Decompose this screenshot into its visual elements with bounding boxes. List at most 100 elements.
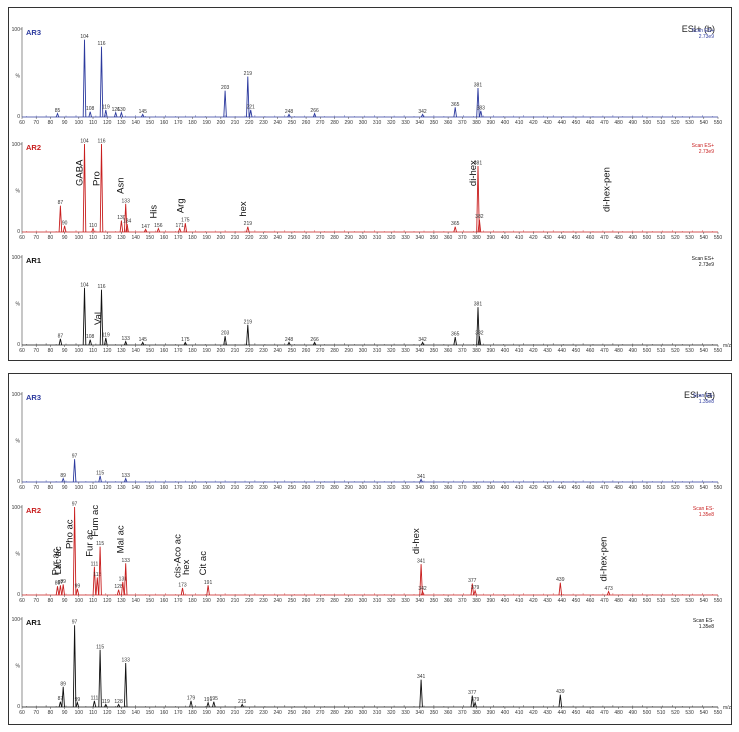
peak-381 xyxy=(476,307,480,346)
compound-label-hex: hex xyxy=(238,201,249,217)
x-tick-label-130: 130 xyxy=(117,120,126,126)
x-tick-label-510: 510 xyxy=(657,485,666,491)
peak-104 xyxy=(82,287,87,346)
peak-label-108: 108 xyxy=(86,334,95,340)
x-tick-label-60: 60 xyxy=(19,710,25,716)
peak-label-377: 377 xyxy=(468,690,477,696)
x-tick-label-370: 370 xyxy=(458,120,467,126)
x-tick-label-110: 110 xyxy=(89,598,97,604)
x-tick-label-170: 170 xyxy=(174,235,183,241)
peak-label-110: 110 xyxy=(89,223,97,229)
x-tick-label-210: 210 xyxy=(231,120,240,126)
x-tick-label-210: 210 xyxy=(231,235,240,241)
x-tick-label-420: 420 xyxy=(529,485,538,491)
x-tick-label-70: 70 xyxy=(33,710,39,716)
compound-label-arg: Arg xyxy=(175,198,186,213)
x-tick-label-120: 120 xyxy=(103,348,112,354)
x-tick-label-240: 240 xyxy=(274,485,283,491)
x-tick-label-290: 290 xyxy=(345,235,354,241)
x-tick-label-150: 150 xyxy=(146,120,155,126)
x-tick-label-490: 490 xyxy=(629,348,638,354)
peak-label-191: 191 xyxy=(204,580,213,586)
x-tick-label-90: 90 xyxy=(62,710,68,716)
scan-value: 1.35e8 xyxy=(699,512,715,518)
x-tick-label-540: 540 xyxy=(700,348,709,354)
x-tick-label-110: 110 xyxy=(89,710,97,716)
peak-label-85: 85 xyxy=(55,581,61,587)
x-tick-label-460: 460 xyxy=(586,485,595,491)
x-tick-label-230: 230 xyxy=(259,348,268,354)
peak-266 xyxy=(312,341,317,346)
peak-85 xyxy=(55,112,60,118)
x-tick-label-350: 350 xyxy=(430,485,439,491)
peak-133 xyxy=(123,563,128,596)
x-tick-label-100: 100 xyxy=(75,120,84,126)
x-tick-label-140: 140 xyxy=(131,598,140,604)
x-tick-label-180: 180 xyxy=(188,348,197,354)
x-tick-label-250: 250 xyxy=(288,348,297,354)
x-tick-label-90: 90 xyxy=(62,598,68,604)
x-tick-label-470: 470 xyxy=(600,235,609,241)
x-tick-label-260: 260 xyxy=(302,120,311,126)
x-tick-label-370: 370 xyxy=(458,598,467,604)
peak-label-248: 248 xyxy=(285,109,294,115)
peak-label-119: 119 xyxy=(102,332,110,338)
y-tick-label: 100 xyxy=(12,27,21,33)
x-tick-label-360: 360 xyxy=(444,120,453,126)
x-tick-label-70: 70 xyxy=(33,348,39,354)
x-tick-label-110: 110 xyxy=(89,348,97,354)
baseline-noise xyxy=(26,115,713,117)
x-tick-label-490: 490 xyxy=(629,485,638,491)
y-tick-label: 100 xyxy=(12,617,21,623)
peak-175 xyxy=(183,341,188,346)
peak-116 xyxy=(99,143,104,233)
x-tick-label-60: 60 xyxy=(19,598,25,604)
x-tick-label-400: 400 xyxy=(501,485,510,491)
peak-label-266: 266 xyxy=(310,108,319,114)
x-tick-label-350: 350 xyxy=(430,348,439,354)
x-tick-label-90: 90 xyxy=(62,348,68,354)
peak-label-133: 133 xyxy=(122,473,131,479)
x-tick-label-460: 460 xyxy=(586,235,595,241)
x-tick-label-270: 270 xyxy=(316,598,325,604)
peak-label-128: 128 xyxy=(114,699,123,705)
peak-219 xyxy=(246,76,250,118)
esi-negative-panel-frame xyxy=(8,373,732,725)
x-tick-label-440: 440 xyxy=(558,235,567,241)
x-tick-label-210: 210 xyxy=(231,710,240,716)
x-tick-label-540: 540 xyxy=(700,710,709,716)
x-tick-label-380: 380 xyxy=(472,598,481,604)
x-tick-label-230: 230 xyxy=(259,120,268,126)
x-tick-label-260: 260 xyxy=(302,348,311,354)
peak-label-119: 119 xyxy=(102,699,110,705)
x-tick-label-230: 230 xyxy=(259,235,268,241)
peak-175 xyxy=(183,223,188,233)
x-tick-label-310: 310 xyxy=(373,598,382,604)
x-tick-label-550: 550 xyxy=(714,710,723,716)
x-tick-label-400: 400 xyxy=(501,710,510,716)
x-tick-label-510: 510 xyxy=(657,120,666,126)
x-tick-label-270: 270 xyxy=(316,348,325,354)
x-tick-label-280: 280 xyxy=(330,348,339,354)
x-tick-label-520: 520 xyxy=(671,348,680,354)
x-tick-label-410: 410 xyxy=(515,120,524,126)
trace-name-ar2: AR2 xyxy=(26,143,41,152)
peak-87 xyxy=(58,338,63,346)
x-tick-label-170: 170 xyxy=(174,598,183,604)
peak-label-439: 439 xyxy=(556,689,565,695)
peak-104 xyxy=(82,143,87,233)
y-tick-label: 100 xyxy=(12,392,21,398)
x-tick-label-340: 340 xyxy=(416,348,425,354)
y-axis-percent-label: % xyxy=(16,301,21,307)
y-tick-label: 100 xyxy=(12,255,21,261)
scan-value: 2.73e9 xyxy=(699,262,715,268)
x-tick-label-350: 350 xyxy=(430,120,439,126)
peak-label-111: 111 xyxy=(91,561,99,567)
x-tick-label-500: 500 xyxy=(643,235,652,241)
peak-97 xyxy=(72,625,77,708)
esi-pos-mode-label: ESI+ (b) xyxy=(682,24,715,34)
compound-label-di-hex-pen: di-hex-pen xyxy=(599,537,610,582)
y-axis-percent-label: % xyxy=(16,438,21,444)
x-tick-label-310: 310 xyxy=(373,485,382,491)
x-tick-label-70: 70 xyxy=(33,235,39,241)
